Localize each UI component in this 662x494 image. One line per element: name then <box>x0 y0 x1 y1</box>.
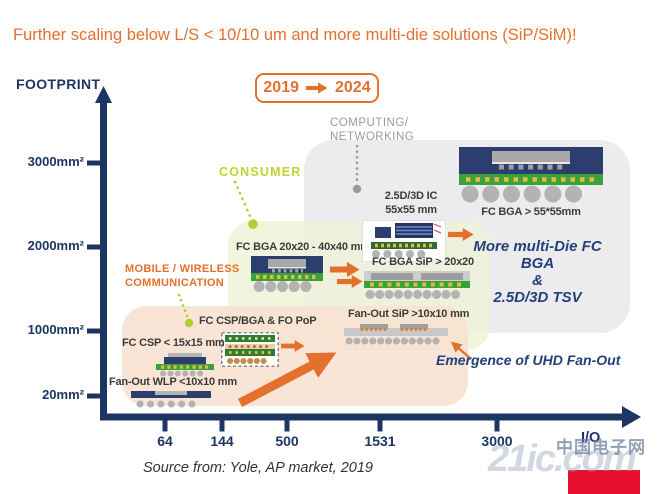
pop-package-image <box>221 332 279 367</box>
x-tick-144: 144 <box>210 433 234 449</box>
fan-out-sip-label: Fan-Out SiP >10x10 mm <box>348 308 470 320</box>
x-tick-1531: 1531 <box>364 433 396 449</box>
ic-2p5d-label: 2.5D/3D IC 55x55 mm <box>384 190 438 216</box>
label-consumer: CONSUMER <box>219 165 302 179</box>
x-axis-title: I/O <box>581 430 601 446</box>
fc-bga-sip-label: FC BGA SiP > 20x20 <box>372 256 474 268</box>
annotation-uhd-fanout: Emergence of UHD Fan-Out <box>436 352 621 368</box>
label-computing-networking: COMPUTING/NETWORKING <box>330 117 415 143</box>
y-tick-1000: 1000mm² <box>27 322 84 337</box>
badge-year-from: 2019 <box>263 79 299 96</box>
ic-2p5d-package-image <box>362 220 446 262</box>
fc-bga-sip-package-image <box>364 271 470 299</box>
x-tick-64: 64 <box>157 433 173 449</box>
annotation-multi-die: More multi-Die FC BGA & 2.5D/3D TSV <box>473 238 602 306</box>
arrow-right-icon <box>281 340 305 352</box>
y-tick-3000: 3000mm² <box>27 154 84 169</box>
source-note: Source from: Yole, AP market, 2019 <box>143 460 373 476</box>
fc-bga-md-label: FC BGA 20x20 - 40x40 mm <box>236 241 370 253</box>
fan-out-sip-package-image <box>344 324 448 345</box>
timeline-badge: 2019 2024 <box>255 73 379 103</box>
y-tick-20: 20mm² <box>42 387 84 402</box>
y-axis-title: FOOTPRINT <box>16 76 101 92</box>
arrow-right-icon <box>337 275 363 288</box>
watermark-red-box <box>568 470 640 494</box>
fc-bga-md-package-image <box>251 256 323 292</box>
arrow-right-icon <box>330 262 360 277</box>
fc-bga-xl-label: FC BGA > 55*55mm <box>481 206 581 218</box>
badge-year-to: 2024 <box>335 79 371 96</box>
x-tick-3000: 3000 <box>481 433 513 449</box>
uhd-pointer-arrow-icon <box>450 341 472 360</box>
pop-label: FC CSP/BGA & FO PoP <box>199 315 317 327</box>
arrow-right-icon <box>448 228 474 241</box>
mobile-leader-icon <box>177 293 194 328</box>
arrow-right-icon <box>306 82 328 94</box>
fan-out-wlp-package-image <box>131 391 211 408</box>
slide-title: Further scaling below L/S < 10/10 um and… <box>13 26 577 44</box>
consumer-leader-icon <box>233 180 258 229</box>
watermark-cn-text: 中国电子网 <box>556 438 646 457</box>
fc-bga-xl-package-image <box>459 147 603 203</box>
fc-csp-label: FC CSP < 15x15 mm <box>122 337 225 349</box>
x-tick-500: 500 <box>275 433 299 449</box>
fan-out-wlp-label: Fan-Out WLP <10x10 mm <box>109 376 237 388</box>
fc-csp-package-image <box>156 353 214 377</box>
watermark-brand: 21ic.com <box>488 438 637 480</box>
label-mobile-wireless: MOBILE / WIRELESS COMMUNICATION <box>125 263 240 289</box>
y-tick-2000: 2000mm² <box>27 238 84 253</box>
computing-leader-icon <box>352 144 362 194</box>
growth-arrow-icon <box>237 352 337 407</box>
